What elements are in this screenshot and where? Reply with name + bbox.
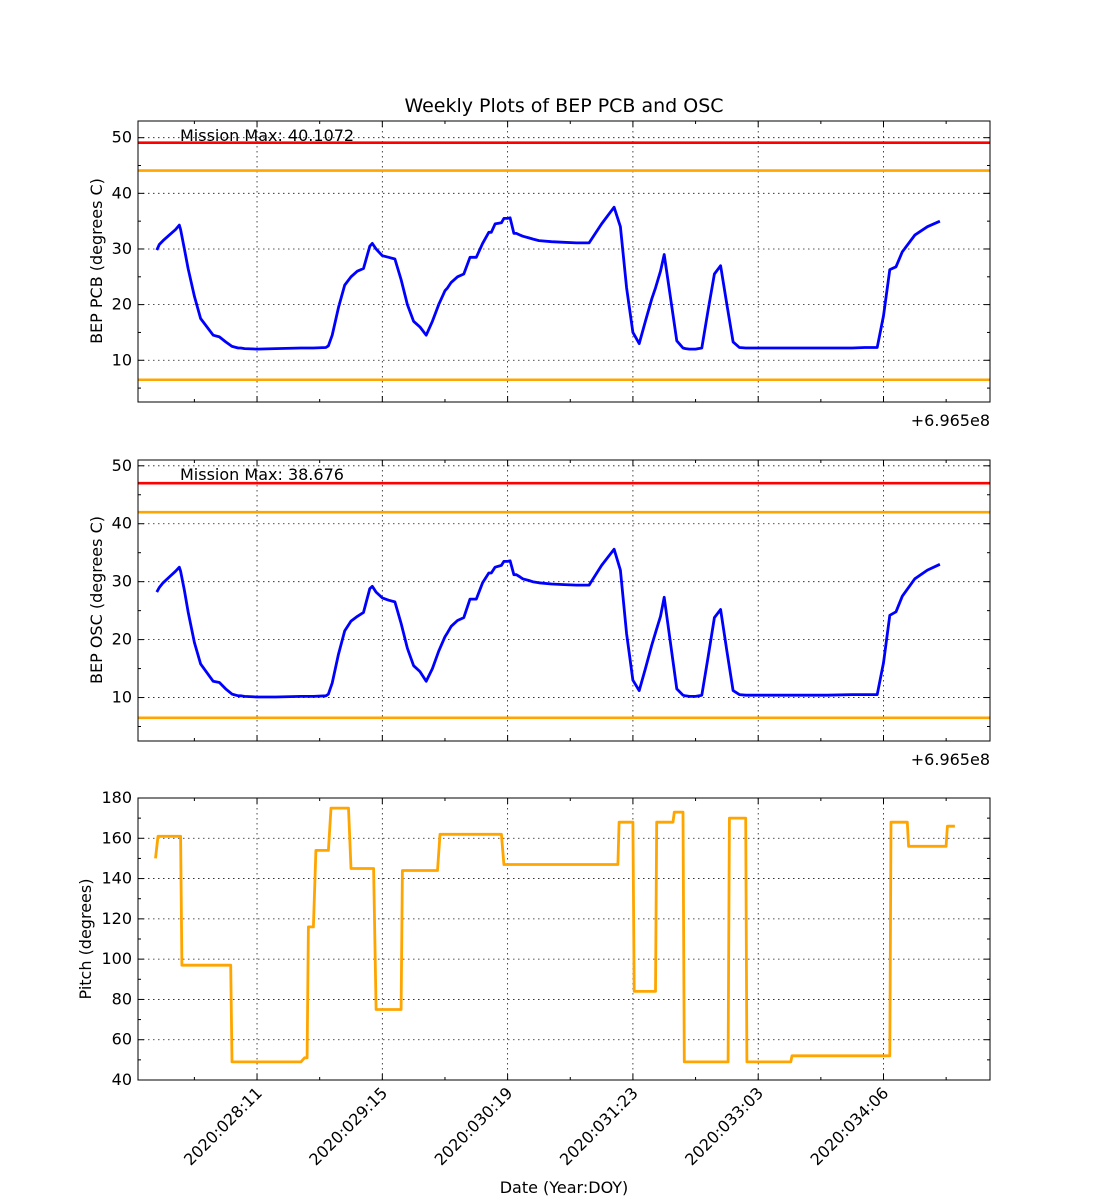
mission-max-annotation: Mission Max: 38.676 <box>180 465 344 484</box>
x-axis-label: Date (Year:DOY) <box>500 1178 629 1197</box>
panel-bep-pcb-y-ticks: 10 20 30 40 50 <box>112 128 990 389</box>
panel-bep-pcb-grid <box>138 121 990 402</box>
x-tick-label: 2020:029:15 <box>305 1083 391 1169</box>
panel-pitch-grid <box>138 797 990 1081</box>
y-tick-label: 100 <box>101 949 132 968</box>
chart-title: Weekly Plots of BEP PCB and OSC <box>404 95 723 117</box>
x-tick-label: 2020:030:19 <box>431 1083 517 1169</box>
y-tick-label: 140 <box>101 869 132 888</box>
x-offset-label: +6.965e8 <box>911 750 990 769</box>
y-axis-label: BEP OSC (degrees C) <box>87 516 106 684</box>
y-axis-label: Pitch (degrees) <box>76 879 95 1000</box>
y-tick-label: 40 <box>112 183 132 202</box>
y-axis-label: BEP PCB (degrees C) <box>87 178 106 344</box>
panel-pitch-series <box>154 806 955 1064</box>
y-tick-label: 60 <box>112 1030 132 1049</box>
y-tick-label: 20 <box>112 295 132 314</box>
panel-bep-pcb-x-ticks <box>193 121 947 402</box>
y-tick-label: 40 <box>112 1070 132 1089</box>
y-tick-label: 40 <box>112 514 132 533</box>
panel-bep-osc-x-ticks <box>193 460 947 741</box>
y-tick-label: 30 <box>112 572 132 591</box>
y-tick-label: 30 <box>112 239 132 258</box>
panel-bep-pcb: 10 20 30 40 50 Mission Max: 40.1072 BEP PCB … <box>87 120 991 430</box>
series-line <box>155 205 941 351</box>
series-line <box>155 547 941 699</box>
panel-pitch-frame <box>137 797 991 1081</box>
panel-bep-osc-frame <box>137 459 991 742</box>
y-tick-label: 180 <box>101 788 132 807</box>
y-tick-label: 120 <box>101 909 132 928</box>
y-tick-label: 10 <box>112 350 132 369</box>
mission-max-annotation: Mission Max: 40.1072 <box>180 126 354 145</box>
series-line <box>154 806 955 1064</box>
panel-pitch-x-ticks: 2020:028:11 2020:029:15 2020:030:19 2020:03… <box>180 798 947 1169</box>
y-tick-label: 20 <box>112 630 132 649</box>
y-tick-label: 10 <box>112 688 132 707</box>
panel-bep-osc-limit-lines <box>138 481 990 720</box>
x-tick-label: 2020:033:03 <box>681 1083 767 1169</box>
y-tick-label: 50 <box>112 128 132 147</box>
panel-bep-osc: 10 20 30 40 50 Mission Max: 38.676 BEP OSC (… <box>87 456 991 769</box>
panel-bep-pcb-frame <box>137 120 991 403</box>
panel-bep-osc-y-ticks: 10 20 30 40 50 <box>112 456 990 728</box>
y-tick-label: 160 <box>101 828 132 847</box>
panel-bep-pcb-limit-lines <box>138 141 990 382</box>
panel-bep-osc-grid <box>138 460 990 741</box>
x-tick-label: 2020:034:06 <box>806 1083 892 1169</box>
x-tick-label: 2020:031:23 <box>556 1083 642 1169</box>
x-offset-label: +6.965e8 <box>911 411 990 430</box>
panel-bep-pcb-series <box>155 205 941 351</box>
y-tick-label: 50 <box>112 456 132 475</box>
x-tick-label: 2020:028:11 <box>180 1083 266 1169</box>
panel-bep-osc-series <box>155 547 941 699</box>
y-tick-label: 80 <box>112 989 132 1008</box>
panel-pitch-y-ticks: 40 60 80 100 120 140 160 180 <box>101 788 990 1089</box>
